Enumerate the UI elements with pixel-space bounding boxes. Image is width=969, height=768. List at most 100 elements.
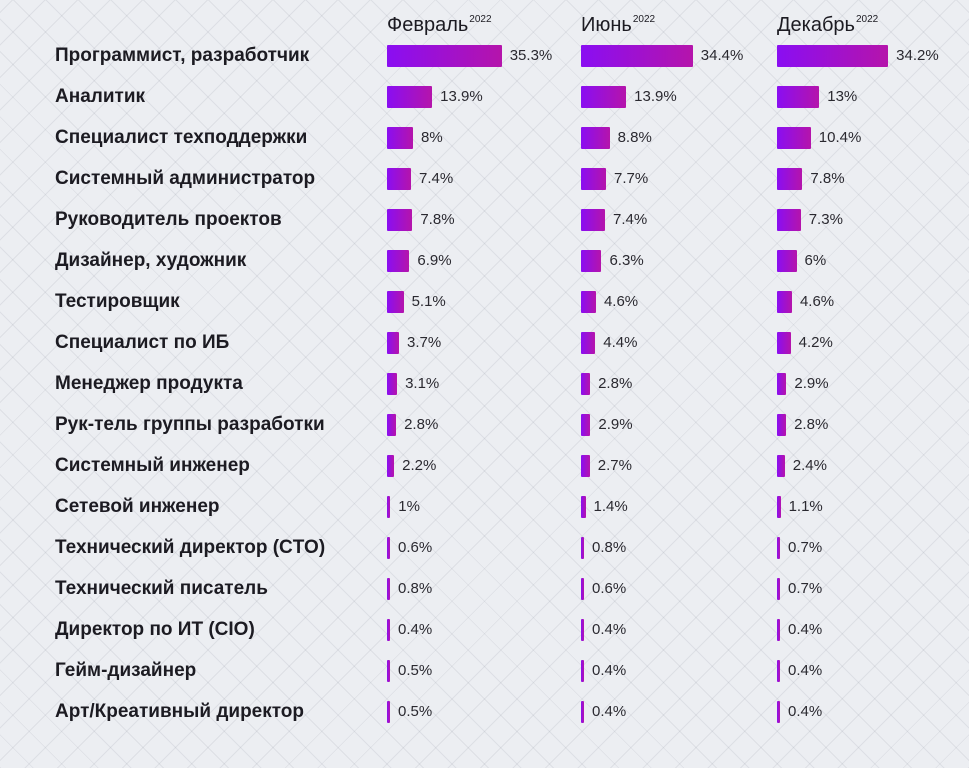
bar-value-label: 1% — [398, 498, 420, 515]
bar — [387, 414, 397, 436]
bar — [387, 86, 433, 108]
category-label: Менеджер продукта — [55, 373, 243, 394]
category-label: Директор по ИТ (CIO) — [55, 619, 255, 640]
bar — [581, 250, 602, 272]
bar — [387, 701, 390, 723]
column-header-name: Декабрь — [777, 14, 855, 36]
category-label: Рук-тель группы разработки — [55, 414, 325, 435]
bar — [581, 332, 596, 354]
column-header-2: Декабрь2022 — [777, 14, 878, 37]
bar — [777, 168, 803, 190]
bar-value-label: 34.2% — [896, 47, 939, 64]
column-header-1: Июнь2022 — [581, 14, 655, 37]
bar — [581, 127, 610, 149]
bar-value-label: 3.7% — [407, 334, 442, 351]
bar-value-label: 0.7% — [788, 580, 823, 597]
bar — [387, 537, 390, 559]
column-header-name: Февраль — [387, 14, 469, 36]
category-label: Технический писатель — [55, 578, 268, 599]
bar — [777, 537, 780, 559]
bar — [581, 701, 584, 723]
bar-value-label: 4.6% — [799, 293, 835, 310]
bar-value-label: 13.9% — [440, 88, 483, 105]
bar — [387, 660, 390, 682]
bar-value-label: 0.8% — [592, 539, 627, 556]
column-header-year: 2022 — [469, 14, 492, 25]
bar-value-label: 8% — [421, 129, 443, 146]
bar — [777, 578, 780, 600]
bar — [387, 291, 404, 313]
bar-value-label: 2.7% — [597, 457, 632, 474]
bar — [387, 332, 400, 354]
category-label: Дизайнер, художник — [55, 250, 247, 271]
bar — [387, 578, 390, 600]
category-label: Сетевой инженер — [55, 496, 220, 517]
bar — [777, 373, 787, 395]
bar-value-label: 13.9% — [634, 88, 677, 105]
category-label: Системный администратор — [55, 168, 316, 189]
bar — [777, 332, 791, 354]
category-label: Гейм-дизайнер — [55, 660, 197, 681]
bar — [777, 250, 797, 272]
bar — [387, 168, 412, 190]
bar-value-label: 0.4% — [592, 703, 627, 720]
bar-value-label: 5.1% — [411, 293, 446, 310]
bar — [777, 701, 780, 723]
bar — [581, 619, 584, 641]
bar — [777, 291, 792, 313]
bar-value-label: 2.8% — [404, 416, 439, 433]
bar-value-label: 34.4% — [700, 47, 744, 64]
bar-value-label: 0.5% — [398, 662, 433, 679]
bar-value-label: 7.7% — [614, 170, 649, 187]
bar-value-label: 8.8% — [617, 129, 652, 146]
bar — [387, 127, 413, 149]
bar-value-label: 0.6% — [398, 539, 433, 556]
bar-value-label: 2.9% — [598, 416, 633, 433]
bar — [581, 86, 627, 108]
bar-value-label: 1.1% — [788, 498, 823, 515]
category-label: Специалист по ИБ — [55, 332, 230, 353]
bar — [387, 619, 390, 641]
column-header-year: 2022 — [632, 14, 656, 25]
category-label: Специалист техподдержки — [55, 127, 308, 148]
column-header-0: Февраль2022 — [387, 14, 492, 37]
bar-value-label: 0.4% — [788, 662, 823, 679]
bar-value-label: 35.3% — [509, 47, 553, 64]
bar — [387, 496, 391, 518]
bar — [777, 45, 889, 67]
bar-value-label: 7.8% — [810, 170, 845, 187]
bar-value-label: 7.4% — [419, 170, 454, 187]
bar-value-label: 13% — [827, 88, 858, 105]
bar-value-label: 1.4% — [593, 498, 628, 515]
category-label: Программист, разработчик — [55, 45, 310, 66]
bar — [581, 45, 693, 67]
bar-value-label: 2.8% — [794, 416, 829, 433]
bar-value-label: 0.5% — [398, 703, 433, 720]
bar — [387, 455, 395, 477]
bar-value-label: 0.4% — [592, 662, 627, 679]
bar-value-label: 2.2% — [402, 457, 437, 474]
bar — [387, 209, 413, 231]
category-label: Руководитель проектов — [55, 209, 282, 230]
bar — [387, 373, 398, 395]
bar-value-label: 6.9% — [417, 252, 452, 269]
bar — [581, 209, 606, 231]
bar — [777, 660, 780, 682]
bar — [387, 250, 410, 272]
bar — [777, 619, 780, 641]
category-label: Аналитик — [55, 86, 146, 107]
bar — [777, 414, 787, 436]
column-header-year: 2022 — [855, 14, 879, 25]
bar — [581, 414, 591, 436]
bar-value-label: 10.4% — [818, 129, 862, 146]
bar — [581, 537, 584, 559]
bar — [777, 496, 781, 518]
bar-value-label: 2.9% — [794, 375, 829, 392]
bar — [581, 455, 590, 477]
bar-value-label: 4.6% — [603, 293, 639, 310]
bar — [777, 127, 811, 149]
bar — [581, 496, 586, 518]
category-label: Тестировщик — [55, 291, 180, 312]
bar — [777, 209, 801, 231]
